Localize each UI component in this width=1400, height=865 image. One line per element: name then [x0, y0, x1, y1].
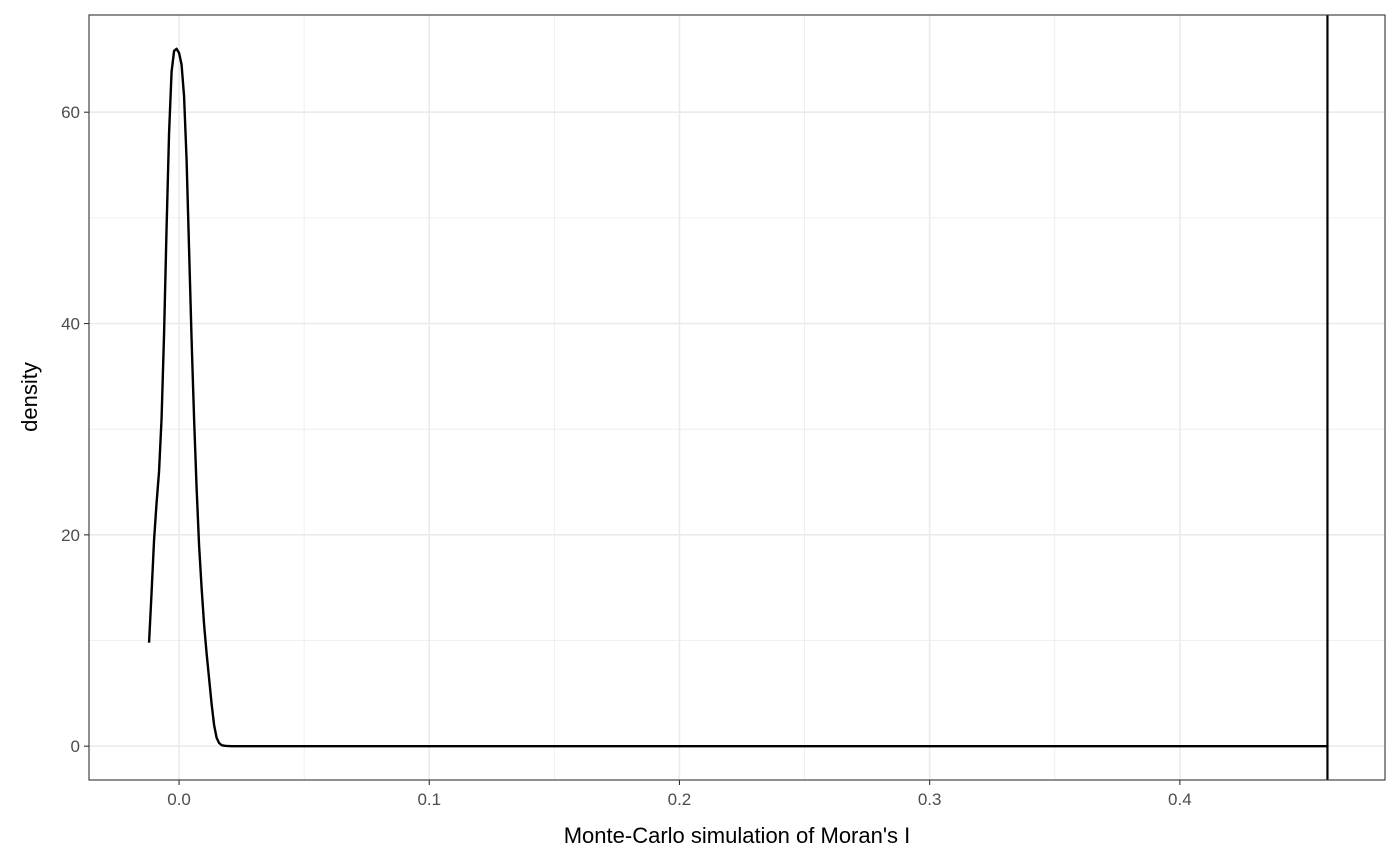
- data-layer: [147, 15, 1329, 780]
- y-axis-title: density: [17, 362, 42, 432]
- x-axis: 0.0 0.1 0.2 0.3 0.4: [167, 780, 1192, 809]
- x-tick-label: 0.1: [417, 790, 441, 809]
- x-axis-title: Monte-Carlo simulation of Moran's I: [564, 823, 911, 848]
- x-tick-label: 0.2: [668, 790, 692, 809]
- x-tick-label: 0.0: [167, 790, 191, 809]
- y-tick-label: 0: [71, 737, 80, 756]
- x-tick-label: 0.4: [1168, 790, 1192, 809]
- y-tick-label: 40: [61, 315, 80, 334]
- y-axis: 0 20 40 60: [61, 103, 89, 756]
- density-curve: [147, 47, 1328, 748]
- y-tick-label: 20: [61, 526, 80, 545]
- x-tick-label: 0.3: [918, 790, 942, 809]
- plot-panel-background: [89, 15, 1385, 780]
- y-tick-label: 60: [61, 103, 80, 122]
- minor-gridlines: [89, 15, 1385, 780]
- plot-panel-border: [88, 14, 1386, 781]
